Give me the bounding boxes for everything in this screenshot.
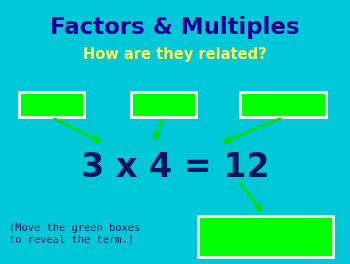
Bar xyxy=(198,216,332,257)
Bar xyxy=(131,92,196,117)
Bar xyxy=(19,92,84,117)
Bar xyxy=(240,92,326,117)
Text: Factors & Multiples: Factors & Multiples xyxy=(50,16,300,39)
Text: 3 x 4 = 12: 3 x 4 = 12 xyxy=(81,151,269,184)
Text: How are they related?: How are they related? xyxy=(83,47,267,62)
Text: (Move the green boxes
to reveal the term.): (Move the green boxes to reveal the term… xyxy=(9,223,140,244)
